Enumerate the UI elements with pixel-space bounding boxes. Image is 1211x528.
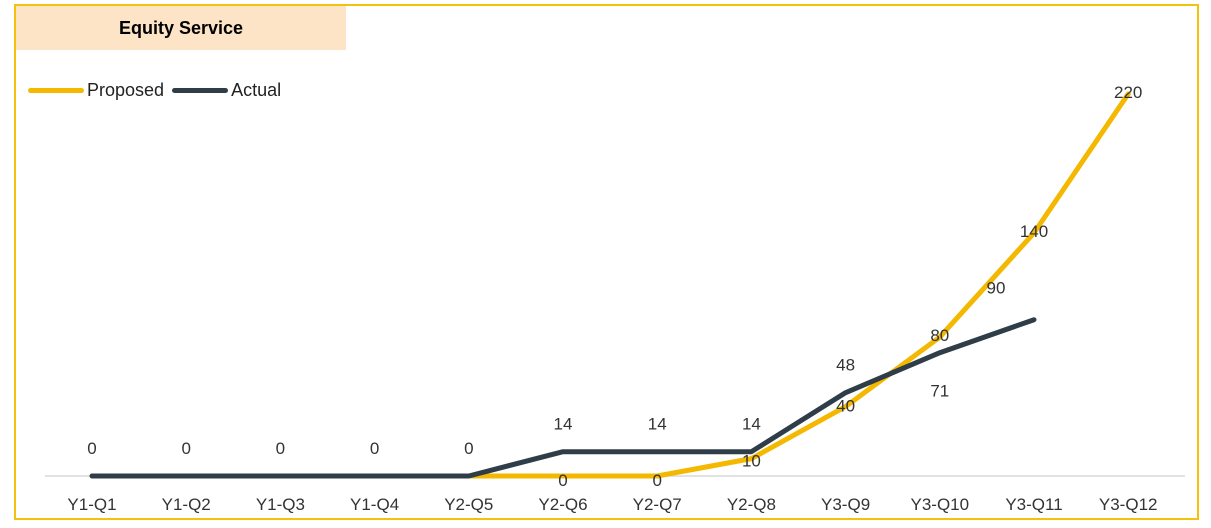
legend-swatch-actual — [172, 88, 229, 93]
x-tick-label: Y3-Q11 — [1005, 495, 1062, 514]
x-tick-label: Y3-Q12 — [1099, 495, 1158, 514]
data-label-proposed: 40 — [836, 397, 855, 416]
data-label-actual: 0 — [276, 439, 285, 458]
data-label-actual: 14 — [554, 415, 573, 434]
x-tick-label: Y3-Q9 — [821, 495, 870, 514]
chart-title: Equity Service — [118, 17, 244, 38]
series-line-actual — [89, 317, 1037, 479]
data-label-proposed: 220 — [1114, 83, 1142, 102]
data-label-proposed: 10 — [742, 452, 761, 471]
data-label-actual: 14 — [648, 415, 667, 434]
chart-title-box: Equity Service — [16, 6, 346, 50]
legend-swatch-proposed — [28, 88, 84, 93]
legend: Proposed Actual — [28, 80, 281, 101]
legend-label-actual: Actual — [231, 80, 282, 100]
x-tick-label: Y1-Q4 — [350, 495, 399, 514]
x-tick-label: Y1-Q3 — [256, 495, 305, 514]
x-tick-label: Y1-Q2 — [162, 495, 211, 514]
x-tick-label: Y1-Q1 — [67, 495, 116, 514]
legend-item-actual: Actual — [172, 80, 281, 101]
data-label-proposed: 80 — [930, 326, 949, 345]
data-label-actual: 14 — [742, 415, 761, 434]
data-label-proposed: 0 — [558, 471, 567, 490]
data-label-proposed: 0 — [652, 471, 661, 490]
x-tick-label: Y2-Q6 — [538, 495, 587, 514]
legend-label-proposed: Proposed — [87, 80, 165, 100]
x-tick-label: Y2-Q7 — [633, 495, 682, 514]
data-label-actual: 0 — [87, 439, 96, 458]
data-label-proposed: 140 — [1020, 222, 1048, 241]
x-tick-label: Y3-Q10 — [911, 495, 970, 514]
data-label-actual: 48 — [836, 356, 855, 375]
data-label-actual: 90 — [987, 279, 1006, 298]
series-line-proposed — [89, 91, 1131, 479]
x-tick-label: Y2-Q5 — [444, 495, 493, 514]
data-label-actual: 0 — [181, 439, 190, 458]
data-label-actual: 71 — [930, 382, 949, 401]
legend-item-proposed: Proposed — [28, 80, 164, 101]
data-label-actual: 0 — [370, 439, 379, 458]
x-tick-label: Y2-Q8 — [727, 495, 776, 514]
data-label-actual: 0 — [464, 439, 473, 458]
